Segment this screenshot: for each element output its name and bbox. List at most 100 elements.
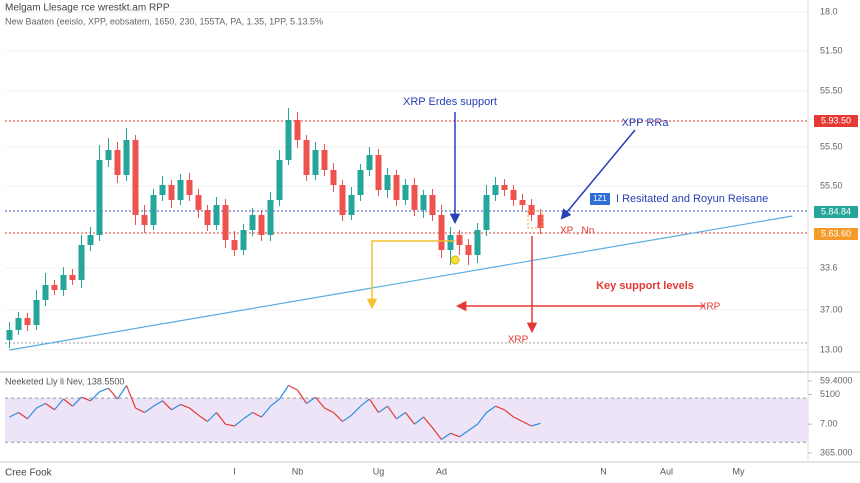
annotation: XRP [700,302,721,313]
indicator-segment [153,400,163,407]
indicator-segment [72,396,82,407]
indicator-segment [171,403,181,411]
indicator-segment [270,398,280,407]
candle-body [285,120,292,160]
x-tick-label: N [600,466,607,476]
x-tick-label: Ug [373,466,385,476]
candle-body [213,205,220,225]
candle-body [195,195,202,210]
candle-body [492,185,499,195]
candle-body [456,235,463,245]
indicator-segment [531,422,541,427]
candle-body [222,205,229,240]
indicator-segment [423,416,433,429]
arrow [366,240,455,310]
x-tick-label: Ad [436,466,447,476]
indicator-segment [81,396,91,402]
candle-body [366,155,373,170]
indicator-segment [234,418,244,427]
candle-body [69,275,76,280]
header-title: Melgam Llesage rce wrestkt.am RPP [5,3,170,14]
y-tick-label: 55.50 [820,85,843,95]
candle-body [420,195,427,210]
indicator-segment [252,411,262,418]
indicator-segment [306,396,316,404]
y-tick-label: 55.50 [820,180,843,190]
y-tick-label: 13.00 [820,344,843,354]
indicator-segment [125,385,137,409]
candle-body [411,185,418,210]
y-tick-label: 51.50 [820,45,843,55]
candle-body [51,285,58,290]
candle-body [474,230,481,255]
candle-body [330,170,337,185]
indicator-segment [396,412,406,420]
indicator-segment [441,432,451,440]
indicator-segment [216,412,226,425]
candle-body [249,215,256,230]
annotation: Key support levels [596,280,694,292]
candle-body [438,215,445,250]
candle-body [240,230,247,250]
indicator-segment [405,412,415,425]
candle-body [312,150,319,175]
candle-body [42,285,49,300]
band [5,398,808,443]
candle-body [267,200,274,235]
price-tag-label: 5.84.84 [821,206,851,216]
x-tick-label: My [733,466,745,476]
indicator-segment [288,384,298,391]
footer: Cree Fook [5,468,53,479]
candle-body [96,160,103,235]
indicator-segment [387,405,397,420]
candle-body [114,150,121,175]
indicator-title: Neeketed Lly li Nev, 138.5500 [5,376,124,386]
indicator-segment [117,385,127,400]
indicator-segment [63,398,73,407]
candle-body [465,245,472,255]
indicator-segment [207,412,217,422]
candle-body [510,190,517,200]
price-tag [814,115,858,127]
candle-body [231,240,238,250]
indicator-segment [189,407,199,416]
candle-body [6,330,13,340]
candle-body [15,318,22,330]
candle-body [132,140,139,215]
candle-body [447,235,454,250]
marker-dot [450,255,460,265]
y-tick-label: 5100 [820,389,840,399]
candle-body [402,185,409,200]
candle-body [528,205,535,215]
indicator-segment [108,387,118,400]
candle-body [321,150,328,170]
y-tick-label: 7.00 [820,419,838,429]
indicator-segment [468,423,478,431]
indicator-segment [459,430,469,438]
annotations: XRP Erdes support XPP RRa 1Z1 I Resitate… [366,96,768,346]
indicator-segment [315,396,325,409]
arrow [560,129,636,220]
x-tick-label: Nb [292,466,304,476]
candle-body [105,150,112,160]
indicator-segment [414,416,424,425]
annotation: XPP RRa [622,117,670,129]
candle-body [141,215,148,225]
indicator-segment [162,400,172,411]
indicator-segment [198,414,208,422]
candle-body [60,275,67,290]
indicator-segment [495,405,505,411]
candle-body [519,200,526,205]
indicator-segment [351,405,361,416]
indicator-segment [378,405,388,413]
annotation: XRP [508,335,529,346]
y-tick-label: 37.00 [820,304,843,314]
indicator-segment [333,412,343,422]
indicator-segment [45,403,55,411]
candle-body [33,300,40,325]
candle-body [186,180,193,195]
candle-body [339,185,346,215]
candle-body [501,185,508,190]
y-tick-label: 59.4000 [820,375,853,385]
candle-body [537,215,544,228]
